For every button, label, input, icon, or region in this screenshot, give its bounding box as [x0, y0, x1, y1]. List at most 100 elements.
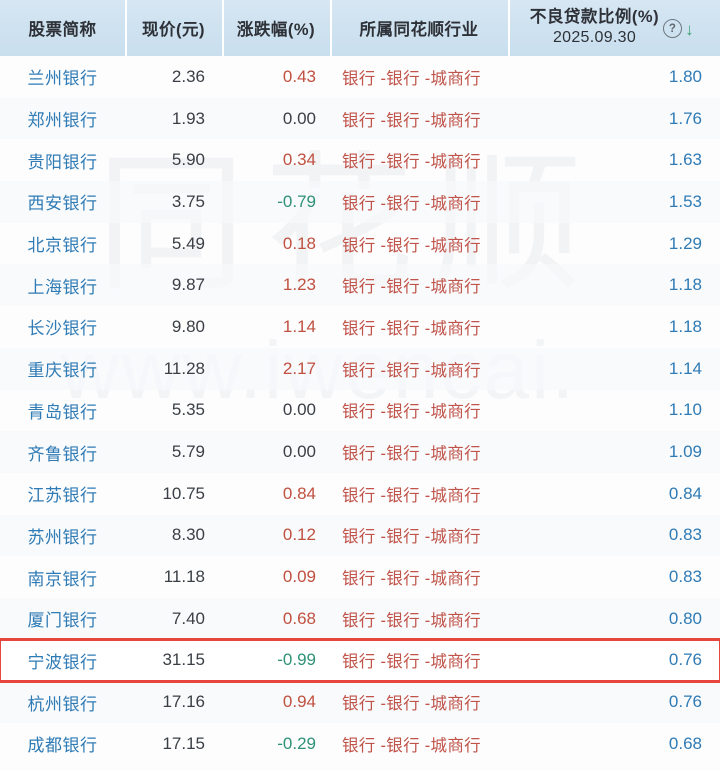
cell-npl-ratio: 0.68 — [668, 733, 702, 753]
cell-stock-name[interactable]: 北京银行 — [27, 236, 98, 256]
cell-change-percent: 1.23 — [282, 275, 316, 295]
cell-change-percent: 0.00 — [282, 442, 316, 462]
cell-change-percent: 1.14 — [282, 316, 316, 336]
cell-npl-ratio: 1.76 — [668, 108, 702, 128]
table-row[interactable]: 南京银行 11.18 0.09 银行 -银行 -城商行 0.83 — [0, 556, 720, 598]
cell-change-percent: 0.34 — [282, 150, 316, 170]
cell-industry[interactable]: 银行 -银行 -城商行 — [342, 69, 481, 88]
cell-npl-ratio: 1.09 — [668, 442, 702, 462]
cell-industry[interactable]: 银行 -银行 -城商行 — [342, 236, 481, 255]
cell-current-price: 2.36 — [171, 66, 205, 86]
cell-current-price: 9.80 — [171, 316, 205, 336]
cell-industry[interactable]: 银行 -银行 -城商行 — [342, 361, 481, 380]
table-row[interactable]: 长沙银行 9.80 1.14 银行 -银行 -城商行 1.18 — [0, 306, 720, 348]
cell-stock-name[interactable]: 兰州银行 — [27, 69, 98, 89]
table-row[interactable]: 北京银行 5.49 0.18 银行 -银行 -城商行 1.29 — [0, 223, 720, 265]
table-row[interactable]: 青岛银行 5.35 0.00 银行 -银行 -城商行 1.10 — [0, 390, 720, 432]
table-row[interactable]: 上海银行 9.87 1.23 银行 -银行 -城商行 1.18 — [0, 264, 720, 307]
cell-stock-name[interactable]: 青岛银行 — [27, 402, 98, 422]
cell-stock-name[interactable]: 西安银行 — [27, 194, 98, 214]
question-mark-circle-icon[interactable]: ? — [663, 19, 683, 39]
table-row[interactable]: 重庆银行 11.28 2.17 银行 -银行 -城商行 1.14 — [0, 347, 720, 390]
cell-npl-ratio: 0.84 — [668, 483, 702, 503]
table-row[interactable]: 成都银行 17.15 -0.29 银行 -银行 -城商行 0.68 — [0, 723, 720, 765]
table-row[interactable]: 齐鲁银行 5.79 0.00 银行 -银行 -城商行 1.09 — [0, 431, 720, 473]
cell-industry[interactable]: 银行 -银行 -城商行 — [342, 319, 481, 338]
cell-npl-ratio: 1.10 — [668, 400, 702, 420]
column-header-change-percent[interactable]: 涨跌幅(%) — [222, 0, 330, 56]
cell-stock-name[interactable]: 贵阳银行 — [27, 152, 98, 172]
cell-current-price: 9.87 — [171, 275, 205, 295]
cell-current-price: 5.79 — [171, 442, 205, 462]
table-row[interactable]: 贵阳银行 5.90 0.34 银行 -银行 -城商行 1.63 — [0, 139, 720, 181]
cell-industry[interactable]: 银行 -银行 -城商行 — [342, 278, 481, 297]
cell-stock-name[interactable]: 郑州银行 — [27, 111, 98, 131]
cell-current-price: 3.75 — [171, 191, 205, 211]
cell-stock-name[interactable]: 南京银行 — [27, 569, 98, 589]
cell-industry[interactable]: 银行 -银行 -城商行 — [342, 695, 481, 714]
cell-change-percent: 0.43 — [282, 66, 316, 86]
cell-change-percent: -0.99 — [277, 650, 316, 670]
column-header-industry[interactable]: 所属同花顺行业 — [330, 0, 508, 56]
cell-change-percent: 0.18 — [282, 233, 316, 253]
cell-current-price: 5.49 — [171, 233, 205, 253]
cell-industry[interactable]: 银行 -银行 -城商行 — [342, 736, 481, 755]
cell-industry[interactable]: 银行 -银行 -城商行 — [342, 528, 481, 547]
cell-industry[interactable]: 银行 -银行 -城商行 — [342, 153, 481, 172]
table-row[interactable]: 郑州银行 1.93 0.00 银行 -银行 -城商行 1.76 — [0, 97, 720, 140]
cell-change-percent: 0.68 — [282, 608, 316, 628]
cell-industry[interactable]: 银行 -银行 -城商行 — [342, 194, 481, 213]
cell-industry[interactable]: 银行 -银行 -城商行 — [342, 486, 481, 505]
table-row[interactable]: 宁波银行 31.15 -0.99 银行 -银行 -城商行 0.76 — [0, 637, 720, 684]
table-row[interactable]: 苏州银行 8.30 0.12 银行 -银行 -城商行 0.83 — [0, 514, 720, 557]
cell-change-percent: 0.09 — [282, 567, 316, 587]
cell-current-price: 11.28 — [163, 358, 205, 378]
column-header-stock-name[interactable]: 股票简称 — [0, 0, 125, 56]
cell-npl-ratio: 1.63 — [668, 150, 702, 170]
table-row[interactable]: 兰州银行 2.36 0.43 银行 -银行 -城商行 1.80 — [0, 56, 720, 98]
cell-npl-ratio: 0.83 — [668, 567, 702, 587]
cell-change-percent: 2.17 — [282, 358, 316, 378]
cell-change-percent: 0.00 — [282, 108, 316, 128]
table-row[interactable]: 杭州银行 17.16 0.94 银行 -银行 -城商行 0.76 — [0, 681, 720, 723]
cell-current-price: 10.75 — [162, 483, 205, 503]
cell-industry[interactable]: 银行 -银行 -城商行 — [342, 111, 481, 130]
cell-change-percent: 0.84 — [282, 483, 316, 503]
cell-current-price: 17.15 — [162, 733, 205, 753]
cell-stock-name[interactable]: 厦门银行 — [27, 611, 98, 631]
cell-stock-name[interactable]: 苏州银行 — [27, 527, 98, 547]
column-header-label: 不良贷款比例(%) — [529, 8, 660, 27]
cell-npl-ratio: 0.76 — [668, 692, 702, 712]
cell-stock-name[interactable]: 江苏银行 — [27, 486, 98, 506]
cell-industry[interactable]: 银行 -银行 -城商行 — [342, 653, 481, 672]
cell-current-price: 17.16 — [162, 692, 205, 712]
cell-industry[interactable]: 银行 -银行 -城商行 — [342, 403, 481, 422]
cell-npl-ratio: 0.83 — [668, 525, 702, 545]
cell-stock-name[interactable]: 齐鲁银行 — [27, 444, 98, 464]
cell-change-percent: 0.12 — [282, 525, 316, 545]
cell-stock-name[interactable]: 重庆银行 — [27, 361, 98, 381]
cell-industry[interactable]: 银行 -银行 -城商行 — [342, 611, 481, 630]
cell-stock-name[interactable]: 成都银行 — [27, 736, 98, 756]
cell-current-price: 7.40 — [171, 608, 205, 628]
cell-current-price: 1.93 — [171, 108, 205, 128]
cell-npl-ratio: 1.18 — [668, 275, 702, 295]
cell-current-price: 5.35 — [171, 400, 205, 420]
cell-npl-ratio: 0.76 — [668, 650, 702, 670]
cell-stock-name[interactable]: 杭州银行 — [27, 694, 98, 714]
cell-change-percent: 0.94 — [282, 692, 316, 712]
column-header-current-price[interactable]: 现价(元) — [125, 0, 222, 56]
column-header-npl-ratio[interactable]: 不良贷款比例(%) 2025.09.30 ? ↓ — [508, 0, 720, 56]
table-row[interactable]: 江苏银行 10.75 0.84 银行 -银行 -城商行 0.84 — [0, 473, 720, 515]
cell-stock-name[interactable]: 上海银行 — [27, 277, 98, 297]
cell-npl-ratio: 1.29 — [668, 233, 702, 253]
arrow-down-icon[interactable]: ↓ — [685, 19, 695, 39]
table-row[interactable]: 西安银行 3.75 -0.79 银行 -银行 -城商行 1.53 — [0, 181, 720, 223]
cell-stock-name[interactable]: 长沙银行 — [27, 319, 98, 339]
table-row[interactable]: 厦门银行 7.40 0.68 银行 -银行 -城商行 0.80 — [0, 597, 720, 640]
cell-npl-ratio: 1.53 — [668, 191, 702, 211]
cell-stock-name[interactable]: 宁波银行 — [27, 652, 98, 672]
cell-industry[interactable]: 银行 -银行 -城商行 — [342, 445, 481, 464]
cell-industry[interactable]: 银行 -银行 -城商行 — [342, 570, 481, 589]
